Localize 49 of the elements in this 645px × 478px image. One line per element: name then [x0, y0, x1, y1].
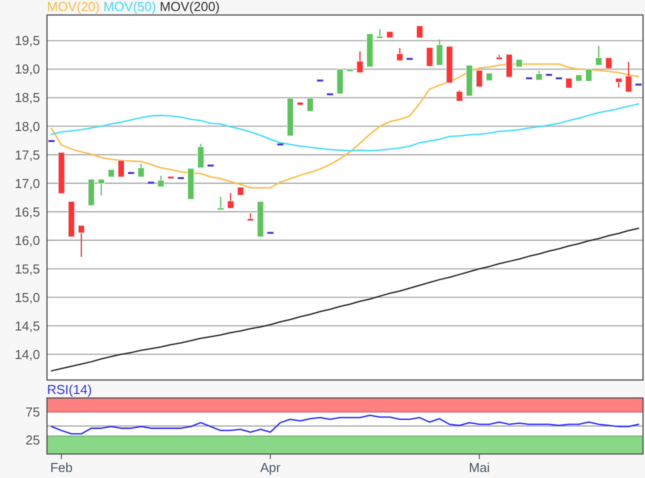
- candlestick: [227, 192, 234, 209]
- candlestick: [506, 54, 513, 78]
- candlestick: [536, 70, 542, 81]
- candlestick: [118, 160, 124, 178]
- y-tick-label: 14,0: [14, 346, 40, 362]
- candlestick: [615, 78, 622, 88]
- y-tick-label: 19,5: [14, 33, 40, 48]
- x-tick-label: Mai: [468, 460, 490, 475]
- line-series: [50, 103, 640, 152]
- candlestick: [456, 90, 463, 102]
- candlestick: [158, 175, 164, 188]
- y-tick-label: 18,0: [14, 118, 40, 134]
- y-tick-label: 75: [26, 404, 40, 420]
- candlestick: [436, 38, 443, 66]
- candlestick: [98, 178, 105, 196]
- y-tick-label: 25: [26, 432, 40, 448]
- y-tick-label: 19,0: [14, 62, 40, 77]
- y-tick-label: 18,5: [14, 90, 40, 106]
- candlestick: [625, 61, 632, 93]
- candlestick: [78, 224, 85, 258]
- y-tick-label: 15,0: [14, 290, 40, 305]
- candlestick: [566, 78, 572, 89]
- candlestick: [476, 70, 483, 88]
- candlestick: [376, 28, 384, 39]
- text: MOV(20): [47, 0, 100, 14]
- y-tick-label: 17,0: [14, 176, 40, 191]
- candlestick: [585, 68, 592, 82]
- y-tick-label: 15,5: [14, 261, 40, 276]
- line-series: [50, 63, 640, 189]
- y-tick-label: 16,0: [14, 232, 40, 248]
- y-tick-label: 16,5: [14, 204, 40, 220]
- candlestick: [197, 143, 204, 168]
- candlestick: [217, 196, 224, 211]
- candlestick: [306, 98, 314, 112]
- x-tick-label: Apr: [260, 460, 282, 475]
- candlestick: [356, 50, 364, 74]
- line-series: [50, 228, 640, 372]
- candlestick: [138, 163, 144, 178]
- candlestick: [396, 47, 404, 62]
- candlestick: [416, 25, 423, 38]
- candlestick: [605, 57, 612, 70]
- candlestick: [595, 45, 602, 66]
- text: MOV(50): [100, 0, 156, 14]
- x-tick-label: Feb: [50, 460, 73, 475]
- text: RSI(14): [47, 382, 92, 397]
- line-series: [50, 414, 640, 435]
- text: MOV(200): [156, 0, 220, 14]
- y-tick-label: 17,5: [14, 147, 40, 162]
- y-tick-label: 14,5: [14, 318, 40, 334]
